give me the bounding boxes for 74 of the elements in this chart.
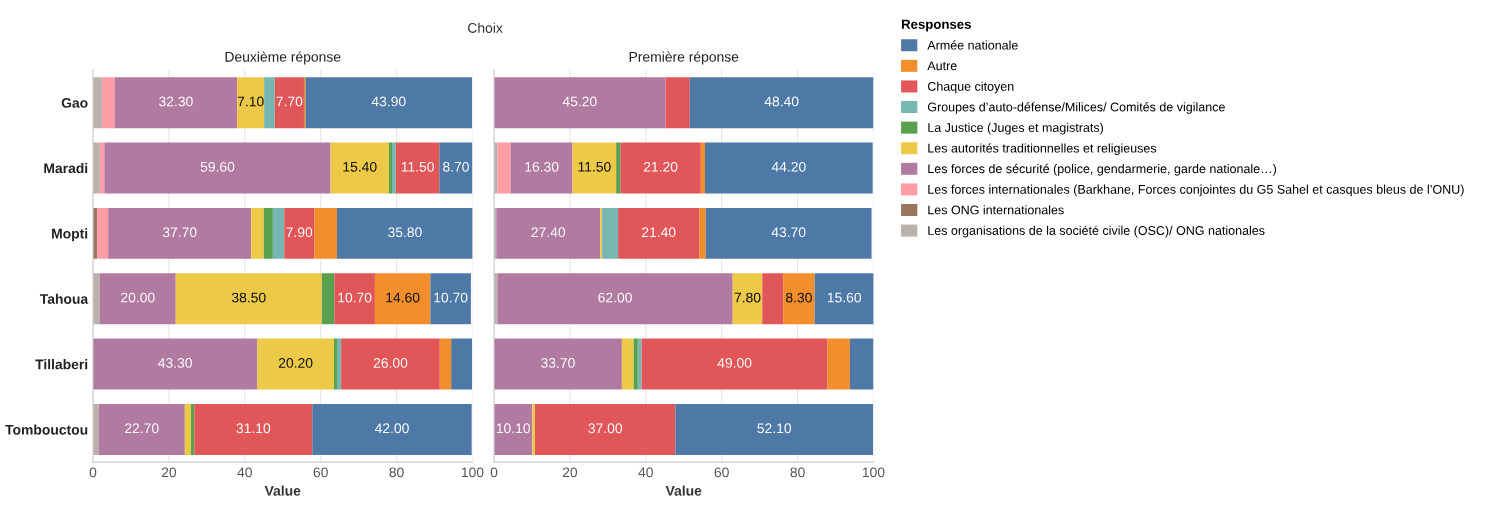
data-label: 10.10 <box>496 423 531 434</box>
data-label: 26.00 <box>373 358 408 368</box>
legend-label: Chaque citoyen <box>927 81 1014 94</box>
data-label: 48.40 <box>764 96 799 107</box>
x-tick-label: 100 <box>461 467 484 478</box>
data-label: 42.00 <box>374 423 409 434</box>
data-label: 21.40 <box>642 227 676 238</box>
data-label: 16.30 <box>525 161 559 172</box>
data-label: 20.20 <box>278 358 313 368</box>
data-label: 45.20 <box>562 96 597 107</box>
chart-title: Première réponse <box>629 51 739 65</box>
data-label: 7.70 <box>276 96 303 107</box>
x-tick-label: 20 <box>161 467 177 478</box>
x-tick-label: 100 <box>862 467 885 478</box>
data-label: 7.10 <box>237 96 264 107</box>
data-label: 33.70 <box>541 358 575 368</box>
data-label: 49.00 <box>717 358 752 368</box>
legend-label: Les forces de sécurité (police, gendarmerie, garde nationale…) <box>928 163 1277 176</box>
legend-label: Les ONG internationales <box>928 205 1064 215</box>
y-tick-label: Maradi <box>44 162 88 174</box>
y-tick-label: Gao <box>61 97 88 108</box>
data-label: 15.60 <box>827 292 862 303</box>
legend-label: Groupes d’auto-défense/Milices/ Comités de vigilance <box>927 102 1225 114</box>
x-tick-label: 20 <box>562 467 578 478</box>
y-tick-label: Mopti <box>52 228 88 242</box>
y-tick-label: Tahoua <box>39 293 89 304</box>
data-label: 7.90 <box>286 227 313 238</box>
data-label: 21.20 <box>643 161 678 172</box>
legend-label: Les organisations de la société civile (OSC)/ ONG nationales <box>928 225 1265 238</box>
data-label: 15.40 <box>343 161 377 172</box>
data-label: 37.70 <box>162 227 197 238</box>
y-tick-label: Tombouctou <box>5 424 88 435</box>
data-label: 59.60 <box>200 161 235 172</box>
text: Choix <box>468 22 503 33</box>
data-label: 43.70 <box>771 227 806 238</box>
data-label: 11.50 <box>578 161 611 172</box>
legend-label: Armée nationale <box>927 40 1018 50</box>
data-label: 27.40 <box>531 227 566 238</box>
data-label: 32.30 <box>159 96 193 107</box>
x-tick-label: 0 <box>490 467 498 478</box>
x-axis-title: Value <box>264 485 301 496</box>
data-label: 8.30 <box>785 292 812 303</box>
data-label: 10.70 <box>434 292 468 303</box>
x-tick-label: 40 <box>638 467 653 478</box>
data-label: 43.30 <box>158 358 192 368</box>
chart-title: Deuxième réponse <box>225 51 341 65</box>
x-tick-label: 0 <box>89 467 97 478</box>
data-label: 37.00 <box>588 423 623 434</box>
data-label: 14.60 <box>386 292 420 303</box>
legend-label: Les forces internationales (Barkhane, Forces conjointes du G5 Sahel et casques bleus de l’ONU) <box>928 184 1464 197</box>
legend-label: Les autorités traditionnelles et religieuses <box>928 143 1157 156</box>
legend-label: La Justice (Juges et magistrats) <box>928 122 1104 135</box>
legend-title: Responses <box>901 19 971 32</box>
x-tick-label: 60 <box>714 467 729 478</box>
x-tick-label: 80 <box>790 467 805 478</box>
data-label: 35.80 <box>388 227 422 238</box>
legend-label: Autre <box>927 61 957 71</box>
data-label: 44.20 <box>771 161 806 172</box>
x-tick-label: 40 <box>237 467 252 478</box>
x-tick-label: 80 <box>389 467 404 478</box>
x-axis-title: Value <box>665 485 702 496</box>
data-label: 31.10 <box>236 423 271 434</box>
y-tick-label: Tillaberi <box>35 359 88 370</box>
data-label: 62.00 <box>598 292 632 303</box>
data-label: 52.10 <box>757 423 792 434</box>
data-label: 38.50 <box>231 292 266 303</box>
data-label: 11.50 <box>401 161 434 172</box>
data-label: 20.00 <box>121 292 155 303</box>
data-label: 22.70 <box>125 423 159 434</box>
data-label: 43.90 <box>371 96 406 107</box>
data-label: 7.80 <box>734 292 761 303</box>
x-tick-label: 60 <box>313 467 328 478</box>
data-label: 8.70 <box>443 161 469 172</box>
data-label: 10.70 <box>338 292 372 303</box>
